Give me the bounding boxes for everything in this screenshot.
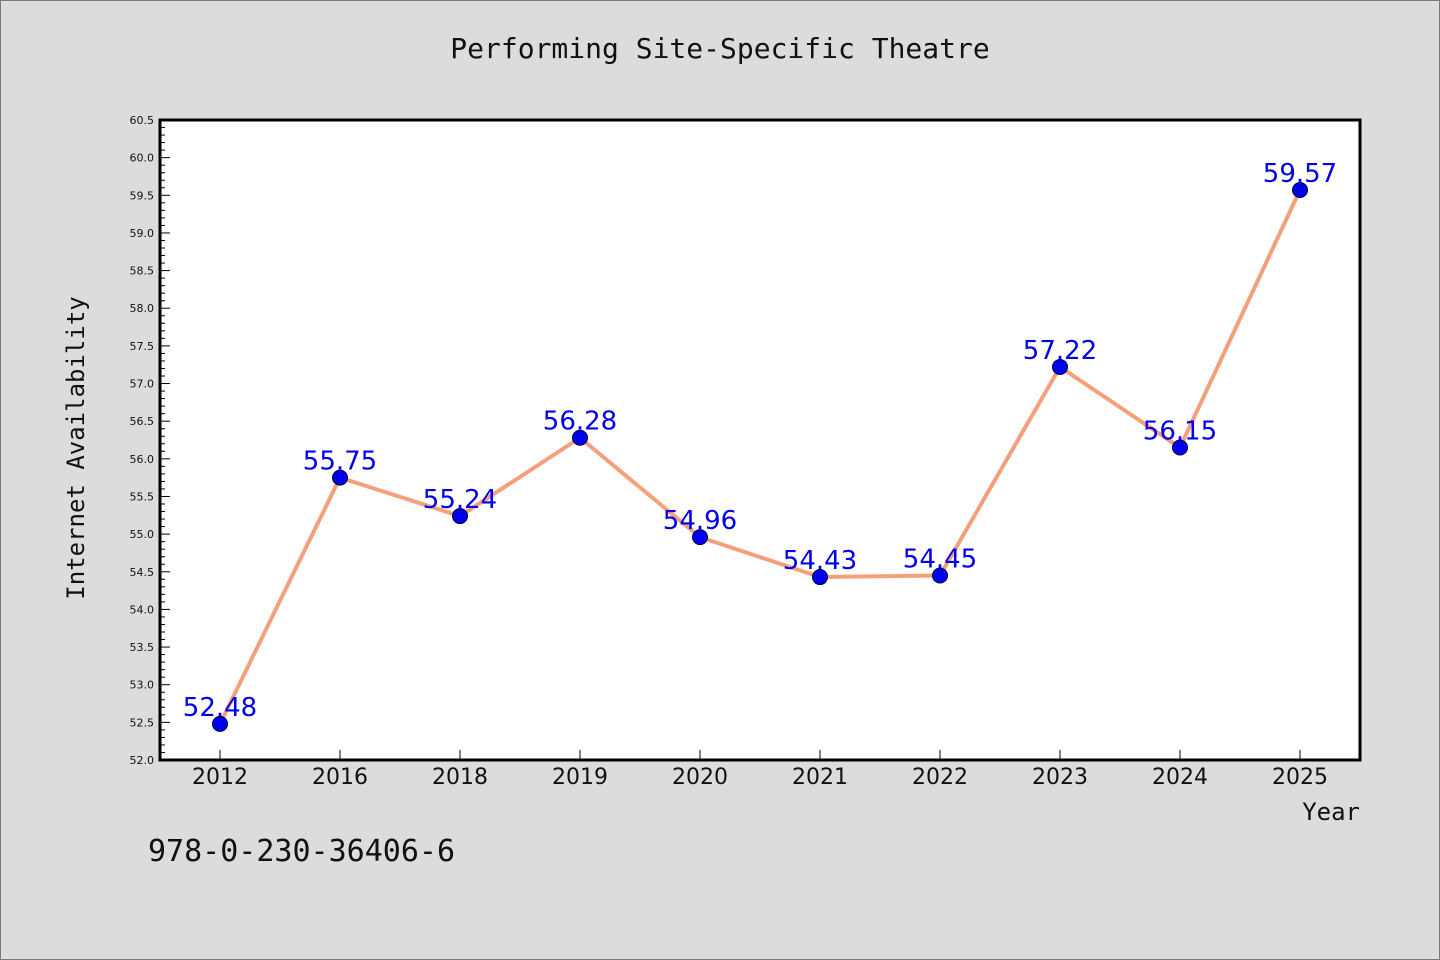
data-label: 56.28 bbox=[543, 407, 617, 437]
x-tick-label: 2016 bbox=[312, 765, 368, 790]
y-tick-label: 54.0 bbox=[130, 603, 155, 616]
y-tick-label: 57.5 bbox=[130, 340, 155, 353]
data-label: 52.48 bbox=[183, 693, 257, 723]
y-tick-label: 52.5 bbox=[130, 716, 155, 729]
y-tick-label: 59.0 bbox=[130, 227, 155, 240]
data-point-marker bbox=[212, 715, 228, 732]
y-tick-label: 59.5 bbox=[130, 189, 155, 202]
y-tick-label: 53.5 bbox=[130, 641, 155, 654]
x-tick-label: 2024 bbox=[1152, 765, 1208, 790]
footer-id-text: 978-0-230-36406-6 bbox=[148, 834, 456, 869]
data-label: 55.24 bbox=[423, 485, 497, 515]
marker-group bbox=[212, 182, 1308, 732]
y-tick-label: 57.0 bbox=[130, 378, 155, 391]
plot-area bbox=[158, 118, 1362, 762]
data-point-marker bbox=[932, 567, 948, 584]
x-tick-label: 2012 bbox=[192, 765, 248, 790]
data-point-marker bbox=[1172, 439, 1188, 456]
data-label: 57.22 bbox=[1023, 336, 1097, 366]
x-axis: 2012 2016 2018 2019 2020 2021 2022 2023 2024 2025 bbox=[192, 750, 1328, 790]
data-label: 56.15 bbox=[1143, 417, 1217, 447]
x-tick-label: 2019 bbox=[552, 765, 608, 790]
data-point-marker bbox=[812, 569, 828, 586]
y-tick-label: 52.0 bbox=[130, 754, 155, 767]
y-tick-label: 60.5 bbox=[130, 114, 155, 127]
data-label: 55.75 bbox=[303, 447, 377, 477]
data-point-marker bbox=[572, 429, 588, 446]
x-tick-label: 2025 bbox=[1272, 765, 1328, 790]
x-tick-label: 2022 bbox=[912, 765, 968, 790]
data-point-marker bbox=[452, 508, 468, 525]
y-tick-label: 58.5 bbox=[130, 265, 155, 278]
data-label: 54.96 bbox=[663, 506, 737, 536]
chart-title: Performing Site-Specific Theatre bbox=[450, 32, 990, 65]
y-tick-label: 58.0 bbox=[130, 302, 155, 315]
x-tick-label: 2020 bbox=[672, 765, 728, 790]
data-point-marker bbox=[332, 469, 348, 486]
data-label: 54.43 bbox=[783, 546, 857, 576]
data-point-marker bbox=[692, 529, 708, 546]
data-label: 54.45 bbox=[903, 545, 977, 575]
y-tick-label: 56.0 bbox=[130, 453, 155, 466]
data-label: 59.57 bbox=[1263, 159, 1337, 189]
series-line-group bbox=[218, 188, 1302, 726]
data-point-marker bbox=[1052, 358, 1068, 375]
y-tick-label: 60.0 bbox=[130, 152, 155, 165]
x-axis-title: Year bbox=[1302, 798, 1360, 826]
data-point-marker bbox=[1292, 182, 1308, 199]
y-axis: 52.0 52.5 53.0 53.5 54.0 54.5 55.0 55.5 56.0 56.5… bbox=[130, 114, 170, 767]
x-tick-label: 2023 bbox=[1032, 765, 1088, 790]
series-line bbox=[218, 188, 1302, 726]
x-tick-label: 2018 bbox=[432, 765, 488, 790]
y-tick-label: 54.5 bbox=[130, 566, 155, 579]
y-tick-label: 55.5 bbox=[130, 490, 155, 503]
y-axis-title: Internet Availability bbox=[62, 296, 90, 599]
y-tick-label: 55.0 bbox=[130, 528, 155, 541]
data-label-group: 52.48 55.75 55.24 56.28 54.96 54.43 54.45 57.22… bbox=[183, 159, 1337, 723]
x-tick-label: 2021 bbox=[792, 765, 848, 790]
y-tick-label: 53.0 bbox=[130, 679, 155, 692]
y-tick-label: 56.5 bbox=[130, 415, 155, 428]
